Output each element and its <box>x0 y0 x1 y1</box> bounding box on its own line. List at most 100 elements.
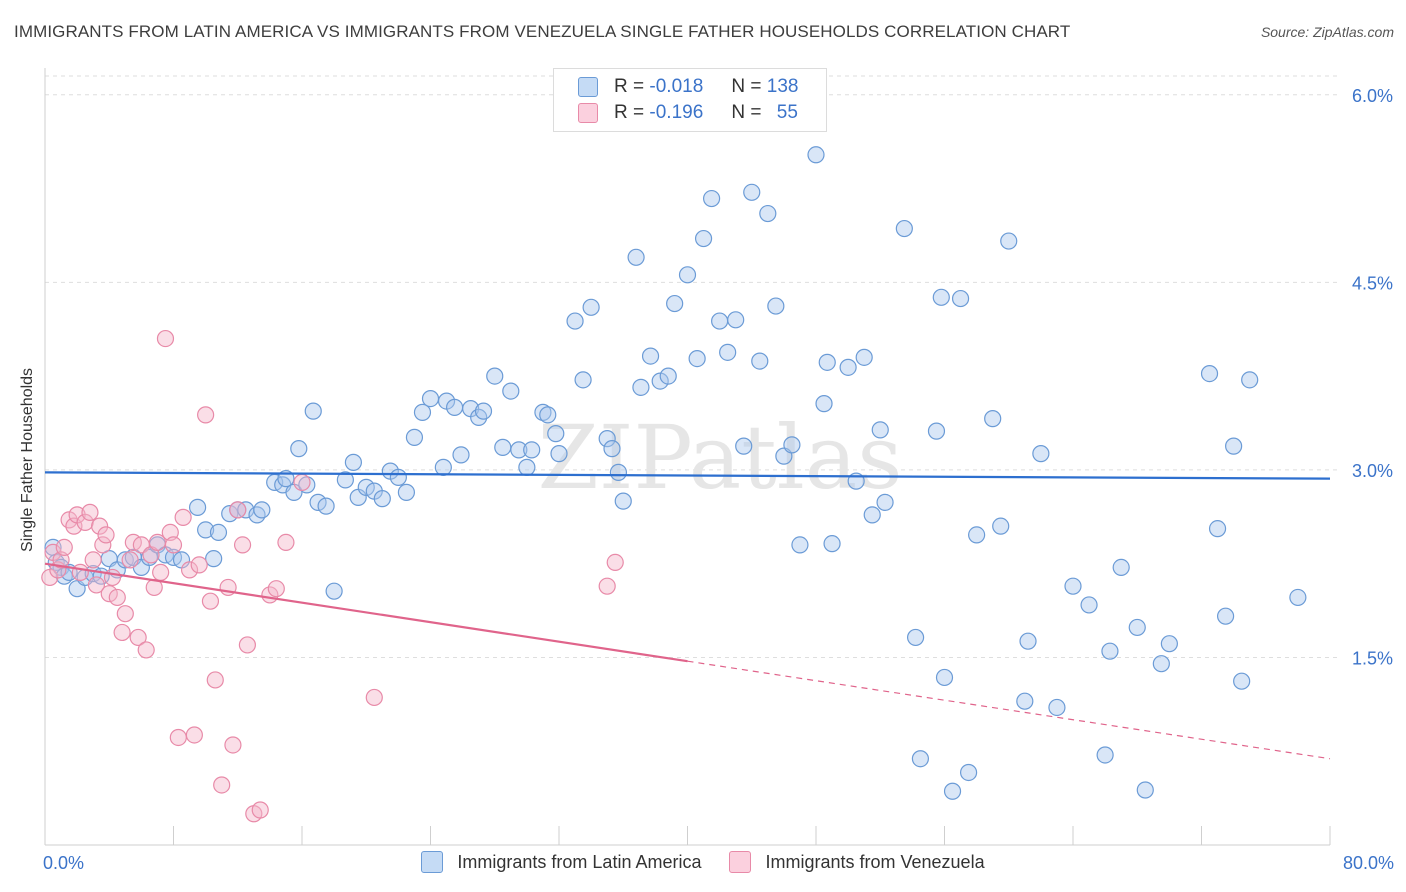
data-point-latin-america <box>1016 692 1034 710</box>
grid-lines <box>45 75 1338 658</box>
data-point-venezuela <box>180 561 199 579</box>
r-label: R = <box>614 102 645 123</box>
trend-line-venezuela-extension <box>687 660 1331 760</box>
data-point-latin-america <box>767 297 785 315</box>
data-point-venezuela <box>197 406 215 424</box>
data-point-latin-america <box>510 441 528 459</box>
data-point-venezuela <box>267 580 285 598</box>
data-point-latin-america <box>927 422 946 440</box>
data-point-latin-america <box>373 490 391 508</box>
data-point-latin-america <box>641 347 660 365</box>
data-point-latin-america <box>566 312 584 330</box>
legend-item-latin-america[interactable]: Immigrants from Latin America <box>421 851 701 873</box>
data-point-venezuela <box>201 592 220 610</box>
data-point-latin-america <box>197 521 215 539</box>
data-point-latin-america <box>248 506 266 524</box>
y-tick-labels: 1.5% 3.0% 4.5% 6.0% <box>1352 86 1393 669</box>
data-point-latin-america <box>205 550 223 568</box>
data-point-venezuela <box>190 556 208 574</box>
data-point-venezuela <box>174 508 192 526</box>
data-point-latin-america <box>911 750 930 768</box>
data-point-latin-america <box>539 406 557 424</box>
data-point-venezuela <box>224 736 242 754</box>
data-point-latin-america <box>474 402 493 420</box>
trend-line-latin-america <box>44 471 1331 480</box>
data-point-latin-america <box>405 428 424 446</box>
data-point-latin-america <box>325 582 343 600</box>
data-point-latin-america <box>906 628 925 647</box>
data-point-venezuela <box>100 585 118 603</box>
axes <box>44 68 1331 846</box>
data-point-latin-america <box>743 183 761 201</box>
n-label: N = <box>731 102 762 123</box>
data-point-latin-america <box>614 492 632 510</box>
data-point-venezuela <box>156 329 175 348</box>
data-point-latin-america <box>344 453 362 471</box>
data-point-latin-america <box>413 403 432 421</box>
data-point-latin-america <box>871 421 889 439</box>
data-point-latin-america <box>694 229 713 248</box>
data-point-latin-america <box>253 501 271 519</box>
data-point-latin-america <box>1208 520 1227 538</box>
data-point-venezuela <box>121 551 139 569</box>
data-point-latin-america <box>659 367 677 385</box>
data-point-latin-america <box>523 441 541 459</box>
data-point-venezuela <box>87 576 106 594</box>
data-point-venezuela <box>113 623 131 642</box>
data-point-latin-america <box>1096 746 1114 764</box>
data-point-latin-america <box>290 440 308 458</box>
data-point-latin-america <box>932 288 950 306</box>
data-point-latin-america <box>1064 577 1082 595</box>
data-point-latin-america <box>221 505 239 523</box>
data-point-latin-america <box>209 523 228 541</box>
data-point-latin-america <box>815 395 833 413</box>
legend-row-venezuela: R = -0.196 N = 55 <box>578 101 798 125</box>
legend-swatch-pink <box>578 103 598 123</box>
source-label: Source: ZipAtlas.com <box>1260 24 1394 40</box>
data-point-latin-america <box>727 311 745 329</box>
data-point-latin-america <box>791 536 809 554</box>
r-value: -0.018 <box>649 76 704 97</box>
y-tick-label: 3.0% <box>1352 461 1393 481</box>
data-point-venezuela <box>97 526 115 544</box>
data-point-latin-america <box>1000 232 1018 250</box>
data-point-latin-america <box>1152 655 1170 673</box>
data-point-latin-america <box>336 471 354 489</box>
data-point-venezuela <box>108 588 126 607</box>
data-point-latin-america <box>188 498 207 516</box>
data-point-latin-america <box>702 189 721 208</box>
y-tick-label: 4.5% <box>1352 273 1393 293</box>
data-point-venezuela <box>206 671 224 689</box>
data-point-latin-america <box>1225 437 1243 455</box>
legend-label: Immigrants from Latin America <box>457 851 702 872</box>
data-point-latin-america <box>1080 596 1098 614</box>
data-point-latin-america <box>895 219 913 238</box>
data-point-venezuela <box>55 538 73 557</box>
data-point-venezuela <box>71 563 89 582</box>
data-point-latin-america <box>547 425 565 443</box>
legend-item-venezuela[interactable]: Immigrants from Venezuela <box>729 851 985 873</box>
data-point-latin-america <box>943 782 962 800</box>
data-point-latin-america <box>1019 632 1037 650</box>
data-point-latin-america <box>783 436 801 454</box>
data-point-latin-america <box>984 410 1002 428</box>
data-point-latin-america <box>666 294 684 313</box>
data-point-latin-america <box>839 358 857 376</box>
data-point-venezuela <box>169 728 187 747</box>
data-point-latin-america <box>719 343 737 361</box>
trend-line-venezuela <box>44 562 688 663</box>
data-point-latin-america <box>502 382 520 400</box>
data-point-venezuela <box>277 533 295 552</box>
data-point-latin-america <box>632 378 650 396</box>
data-point-latin-america <box>582 298 600 316</box>
n-label: N = <box>731 76 762 97</box>
data-point-latin-america <box>807 146 825 164</box>
data-point-latin-america <box>1233 672 1251 690</box>
data-point-latin-america <box>968 526 986 544</box>
data-point-venezuela <box>293 473 311 491</box>
correlation-legend: R = -0.018 N = 138 R = -0.196 N = 55 <box>553 68 827 132</box>
data-point-latin-america <box>445 398 464 416</box>
data-point-latin-america <box>823 535 841 553</box>
data-point-latin-america <box>855 348 873 366</box>
y-tick-label: 1.5% <box>1352 648 1393 668</box>
